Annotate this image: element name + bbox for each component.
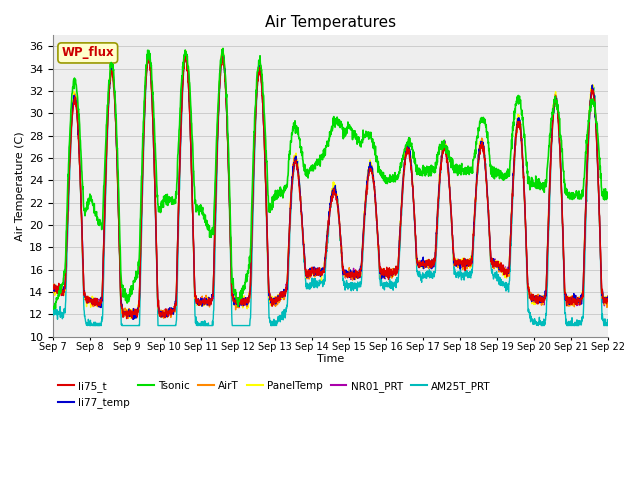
- Title: Air Temperatures: Air Temperatures: [265, 15, 396, 30]
- Legend: li75_t, li77_temp, Tsonic, AirT, PanelTemp, NR01_PRT, AM25T_PRT: li75_t, li77_temp, Tsonic, AirT, PanelTe…: [58, 381, 490, 408]
- Y-axis label: Air Temperature (C): Air Temperature (C): [15, 131, 25, 241]
- X-axis label: Time: Time: [317, 354, 344, 364]
- Text: WP_flux: WP_flux: [61, 47, 114, 60]
